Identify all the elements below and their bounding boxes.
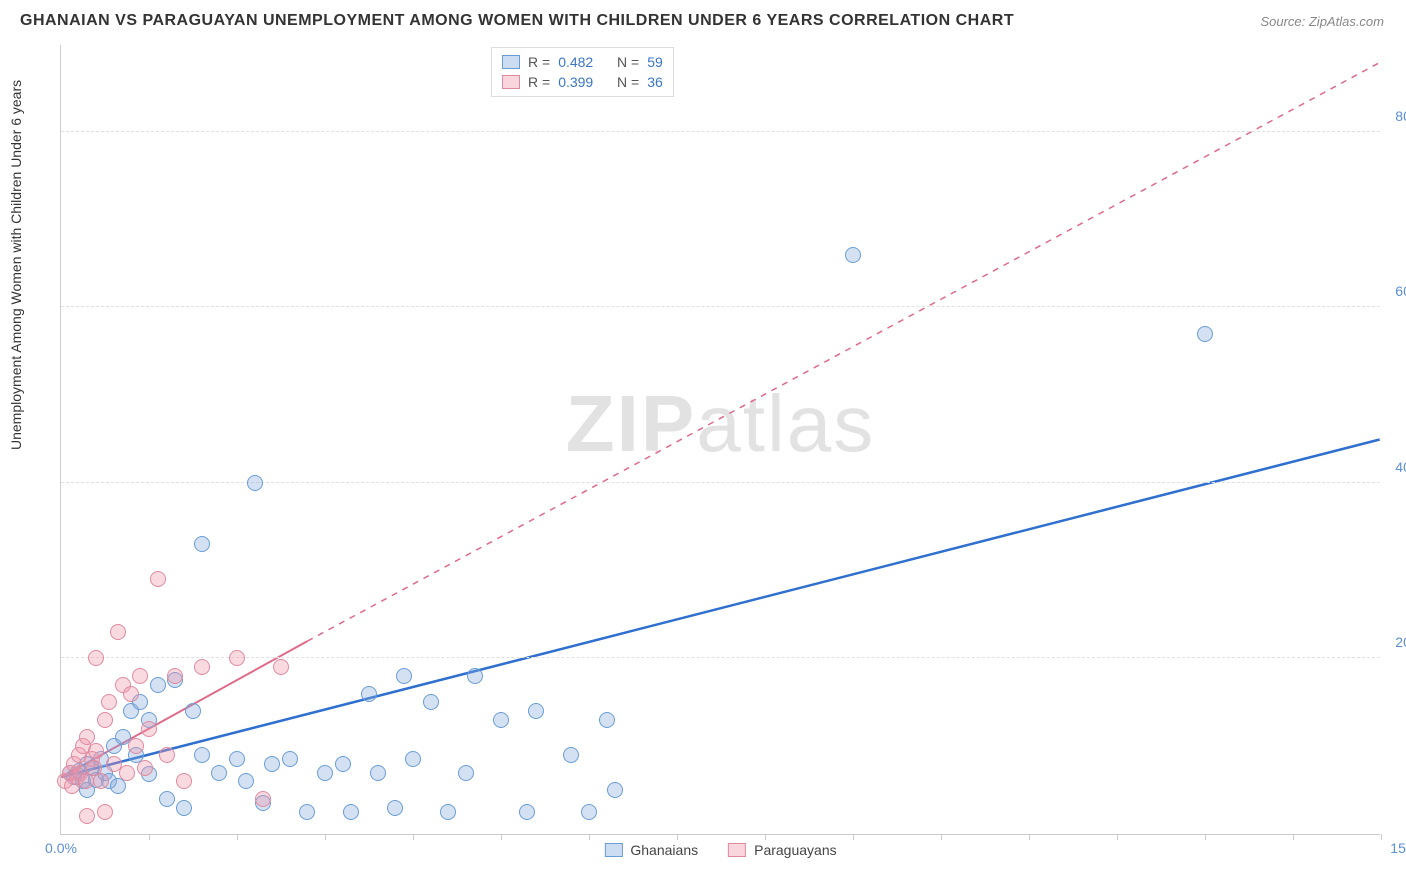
data-point (88, 743, 104, 759)
x-tick (325, 834, 326, 840)
data-point (519, 804, 535, 820)
data-point (159, 791, 175, 807)
data-point (229, 751, 245, 767)
x-tick (1205, 834, 1206, 840)
data-point (194, 536, 210, 552)
data-point (88, 650, 104, 666)
data-point (607, 782, 623, 798)
data-point (440, 804, 456, 820)
plot-area: ZIPatlas R = 0.482 N = 59 R = 0.399 N = … (60, 45, 1380, 835)
data-point (137, 760, 153, 776)
x-tick (1117, 834, 1118, 840)
data-point (97, 804, 113, 820)
data-point (317, 765, 333, 781)
x-tick (237, 834, 238, 840)
data-point (599, 712, 615, 728)
data-point (176, 800, 192, 816)
data-point (581, 804, 597, 820)
data-point (467, 668, 483, 684)
data-point (97, 712, 113, 728)
legend-label-a: Ghanaians (630, 842, 698, 858)
data-point (185, 703, 201, 719)
legend-item-a: Ghanaians (604, 842, 698, 858)
trend-lines (61, 45, 1380, 834)
x-tick (413, 834, 414, 840)
x-tick (677, 834, 678, 840)
data-point (150, 677, 166, 693)
legend-item-b: Paraguayans (728, 842, 837, 858)
data-point (264, 756, 280, 772)
data-point (167, 668, 183, 684)
y-tick-label: 60.0% (1395, 283, 1406, 299)
data-point (405, 751, 421, 767)
data-point (423, 694, 439, 710)
data-point (229, 650, 245, 666)
legend-label-b: Paraguayans (754, 842, 837, 858)
data-point (273, 659, 289, 675)
data-point (123, 686, 139, 702)
data-point (93, 773, 109, 789)
x-tick (1029, 834, 1030, 840)
data-point (194, 659, 210, 675)
data-point (176, 773, 192, 789)
data-point (335, 756, 351, 772)
data-point (132, 668, 148, 684)
data-point (211, 765, 227, 781)
data-point (528, 703, 544, 719)
x-tick (149, 834, 150, 840)
chart-title: GHANAIAN VS PARAGUAYAN UNEMPLOYMENT AMON… (20, 12, 1014, 30)
x-tick (853, 834, 854, 840)
x-tick (589, 834, 590, 840)
data-point (79, 808, 95, 824)
x-tick (1381, 834, 1382, 840)
gridline (61, 657, 1380, 658)
source-attribution: Source: ZipAtlas.com (1260, 14, 1384, 29)
x-tick-label: 0.0% (45, 840, 77, 856)
x-tick (941, 834, 942, 840)
y-tick-label: 40.0% (1395, 459, 1406, 475)
x-tick (1293, 834, 1294, 840)
data-point (141, 721, 157, 737)
data-point (370, 765, 386, 781)
data-point (119, 765, 135, 781)
y-tick-label: 80.0% (1395, 108, 1406, 124)
y-tick-label: 20.0% (1395, 634, 1406, 650)
data-point (101, 694, 117, 710)
data-point (238, 773, 254, 789)
data-point (299, 804, 315, 820)
data-point (458, 765, 474, 781)
x-tick-label: 15.0% (1390, 840, 1406, 856)
data-point (150, 571, 166, 587)
data-point (194, 747, 210, 763)
x-tick (501, 834, 502, 840)
data-point (255, 791, 271, 807)
data-point (282, 751, 298, 767)
legend: Ghanaians Paraguayans (604, 842, 836, 858)
data-point (845, 247, 861, 263)
source-name: ZipAtlas.com (1309, 14, 1384, 29)
data-point (387, 800, 403, 816)
data-point (361, 686, 377, 702)
data-point (343, 804, 359, 820)
data-point (396, 668, 412, 684)
data-point (159, 747, 175, 763)
data-point (1197, 326, 1213, 342)
x-tick (765, 834, 766, 840)
source-prefix: Source: (1260, 14, 1308, 29)
data-point (128, 738, 144, 754)
gridline (61, 306, 1380, 307)
data-point (247, 475, 263, 491)
data-point (493, 712, 509, 728)
data-point (563, 747, 579, 763)
gridline (61, 131, 1380, 132)
legend-swatch-a (604, 843, 622, 857)
legend-swatch-b (728, 843, 746, 857)
data-point (110, 624, 126, 640)
y-axis-label: Unemployment Among Women with Children U… (8, 80, 24, 450)
